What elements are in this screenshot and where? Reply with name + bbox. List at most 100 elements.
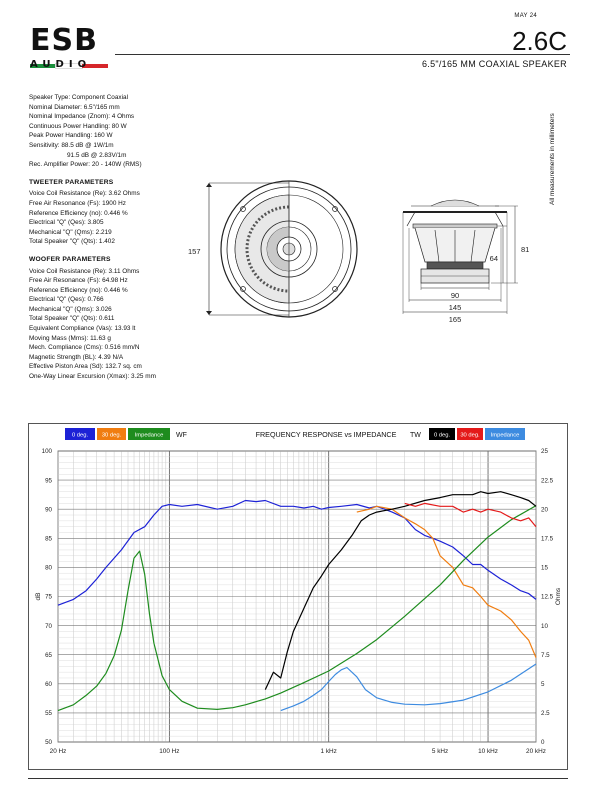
- dim-depth-total: 81: [521, 245, 529, 254]
- spec-line: Free Air Resonance (Fs): 1900 Hz: [29, 199, 126, 207]
- spec-line: Electrical "Q" (Qes): 3.805: [29, 219, 104, 227]
- chart-frame: [28, 423, 568, 770]
- legend-label: Impedance: [491, 433, 520, 439]
- spec-list: Speaker Type: Component Coaxial Nominal D…: [29, 93, 229, 382]
- dim-front-height: 157: [188, 247, 201, 256]
- spec-line: Magnetic Strength (BL): 4.39 N/A: [29, 353, 124, 361]
- y2-tick-label: 20: [541, 506, 548, 513]
- legend-swatch: [485, 428, 525, 440]
- spec-line: Nominal Diameter: 6.5"/165 mm: [29, 103, 120, 111]
- legend-swatch: [429, 428, 455, 440]
- woofer-heading: WOOFER PARAMETERS: [29, 255, 111, 263]
- y-tick-label: 55: [45, 710, 52, 717]
- header-divider: [115, 54, 570, 55]
- spec-line: Voice Coil Resistance (Re): 3.11 Ohms: [29, 267, 140, 275]
- dim-cutout: 145: [449, 303, 462, 312]
- x-tick-label: 20 kHz: [526, 748, 546, 755]
- legend-swatch: [457, 428, 483, 440]
- y-tick-label: 75: [45, 594, 52, 601]
- spec-line: Total Speaker "Q" (Qts): 0.611: [29, 315, 115, 323]
- logo-flag-stripes: [30, 55, 108, 69]
- series-line-3: [57, 505, 537, 712]
- y2-tick-label: 10: [541, 623, 548, 630]
- y-tick-label: 60: [45, 681, 52, 688]
- measurement-note-text: All measurements in millimeters: [549, 113, 556, 205]
- brand-logo-sub: AUDIO: [30, 59, 92, 70]
- spec-line: Continuous Power Handling: 80 W: [29, 122, 127, 130]
- x-tick-label: 100 Hz: [159, 748, 179, 755]
- spec-line: Effective Piston Area (Sd): 132.7 sq. cm: [29, 363, 142, 371]
- series-line-1: [57, 499, 537, 606]
- spec-line: Free Air Resonance (Fs): 64.98 Hz: [29, 277, 128, 285]
- front-view: [206, 180, 358, 318]
- spec-line: 91.5 dB @ 2.83V/1m: [67, 151, 127, 159]
- spec-line: Peak Power Handling: 160 W: [29, 132, 113, 140]
- y2-tick-label: 5: [541, 681, 545, 688]
- y-tick-label: 90: [45, 506, 52, 513]
- legend-label: 30 deg.: [102, 433, 122, 439]
- spec-line: Voice Coil Resistance (Re): 3.62 Ohms: [29, 190, 140, 198]
- dimension-drawing: 157 81 64 90 145 165: [188, 180, 529, 324]
- y2-tick-label: 17.5: [541, 536, 554, 543]
- y2-axis-label: Ohms: [555, 587, 562, 605]
- y-tick-label: 70: [45, 623, 52, 630]
- spec-line: Reference Efficiency (no): 0.446 %: [29, 209, 128, 217]
- x-tick-label: 10 kHz: [478, 748, 498, 755]
- frequency-response-chart: 50 55 60 65 70 75 80 85 90 95 100 0 2.5 5 7.5 10 12.5 15 1…: [35, 428, 562, 755]
- logo-stripe-green: [30, 64, 56, 68]
- spec-line: Rec. Amplifier Power: 20 - 140W (RMS): [29, 161, 142, 169]
- y-tick-label: 80: [45, 565, 52, 572]
- logo-stripe-white: [55, 63, 83, 69]
- spec-line: Mechanical "Q" (Qms): 2.219: [29, 228, 112, 236]
- y2-tick-label: 22.5: [541, 477, 554, 484]
- chart-title: FREQUENCY RESPONSE vs IMPEDANCE: [256, 430, 397, 439]
- legend-label: 30 deg.: [460, 433, 480, 439]
- publish-date: MAY 24: [514, 13, 537, 19]
- spec-line: Equivalent Compliance (Vas): 13.93 lt: [29, 325, 136, 333]
- x-tick-label: 1 kHz: [321, 748, 337, 755]
- legend-swatch: [97, 428, 126, 440]
- y2-tick-label: 0: [541, 739, 545, 746]
- y-tick-label: 100: [42, 448, 53, 455]
- y2-tick-label: 7.5: [541, 652, 550, 659]
- y2-tick-label: 25: [541, 448, 548, 455]
- spec-line: Electrical "Q" (Qes): 0.766: [29, 296, 104, 304]
- legend-label: 0 deg.: [434, 433, 451, 439]
- dim-inner: 90: [451, 291, 459, 300]
- woofer-specs: Voice Coil Resistance (Re): 3.11 Ohms Fre…: [29, 267, 229, 382]
- dim-depth-basket: 64: [490, 254, 498, 263]
- legend-label: Impedance: [135, 433, 164, 439]
- legend-swatch: [65, 428, 95, 440]
- general-specs: Speaker Type: Component Coaxial Nominal D…: [29, 93, 229, 170]
- logo-stripe-red: [82, 64, 108, 68]
- spec-line: Mechanical "Q" (Qms): 3.026: [29, 305, 112, 313]
- spec-line: Total Speaker "Q" (Qts): 1.402: [29, 238, 115, 246]
- spec-line: Nominal Impedance (Znom): 4 Ohms: [29, 113, 135, 121]
- spec-line: Sensitivity: 88.5 dB @ 1W/1m: [29, 141, 114, 149]
- spec-line: Speaker Type: Component Coaxial: [29, 94, 128, 101]
- product-subtitle: 6.5"/165 MM COAXIAL SPEAKER: [421, 59, 567, 69]
- brand-logo: ESB: [30, 23, 98, 58]
- legend-tw-label: TW: [410, 432, 421, 439]
- legend-wf-label: WF: [176, 432, 187, 439]
- y2-tick-label: 15: [541, 565, 548, 572]
- side-view: [402, 199, 518, 314]
- series-line-6: [280, 663, 537, 712]
- x-tick-label: 5 kHz: [432, 748, 448, 755]
- series-line-4: [264, 491, 537, 690]
- y-tick-label: 95: [45, 477, 52, 484]
- y-tick-label: 50: [45, 739, 52, 746]
- tweeter-specs: Voice Coil Resistance (Re): 3.62 Ohms Fre…: [29, 189, 229, 247]
- spec-line: Reference Efficiency (no): 0.446 %: [29, 286, 128, 294]
- y-tick-label: 85: [45, 536, 52, 543]
- tweeter-heading: TWEETER PARAMETERS: [29, 178, 114, 186]
- y-axis-label: dB: [35, 593, 42, 601]
- legend-label: 0 deg.: [72, 433, 89, 439]
- spec-line: Moving Mass (Mms): 11.63 g: [29, 334, 111, 342]
- y2-tick-label: 2.5: [541, 710, 550, 717]
- y-tick-label: 65: [45, 652, 52, 659]
- spec-line: One-Way Linear Excursion (Xmax): 3.25 mm: [29, 373, 156, 381]
- series-line-5: [404, 502, 537, 528]
- x-tick-label: 20 Hz: [50, 748, 67, 755]
- dim-outer: 165: [449, 315, 462, 324]
